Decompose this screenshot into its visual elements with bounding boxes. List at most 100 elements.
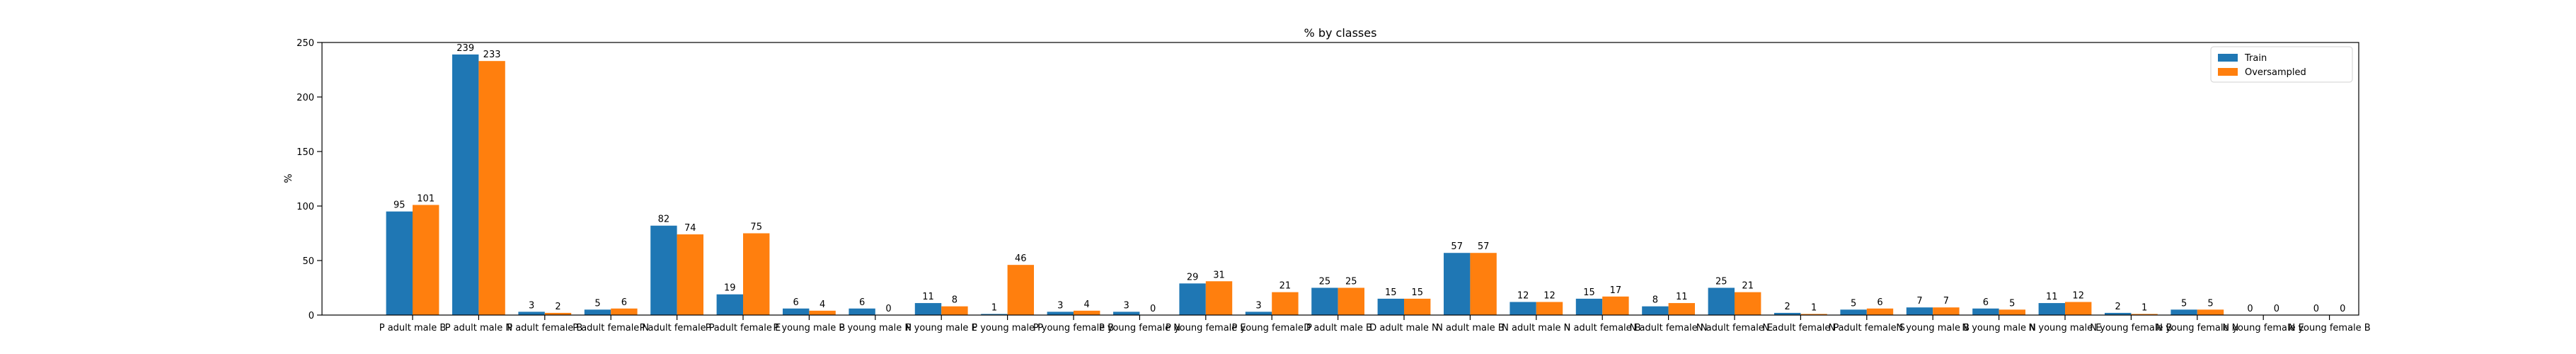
bar-train: [783, 308, 810, 315]
value-label-train: 239: [456, 43, 474, 54]
bar-train: [1510, 302, 1536, 315]
value-label-train: 25: [1715, 277, 1727, 287]
bar-oversampled: [1205, 281, 1233, 315]
bar-oversampled: [1800, 314, 1827, 315]
bar-oversampled: [1007, 265, 1034, 315]
bar-train: [386, 211, 413, 315]
bar-oversampled: [413, 205, 439, 315]
bar-oversampled: [478, 61, 505, 316]
value-label-train: 57: [1451, 241, 1463, 252]
bar-train: [1575, 298, 1603, 315]
legend-swatch: [2218, 68, 2238, 76]
value-label-train: 1: [991, 302, 997, 313]
value-label-train: 3: [529, 300, 534, 311]
bar-train: [1444, 253, 1471, 315]
value-label-oversampled: 0: [2274, 304, 2279, 314]
x-axis: P adult male BP adult male NP adult fema…: [379, 315, 2371, 333]
bar-train: [716, 294, 743, 315]
value-label-train: 5: [1851, 298, 1856, 309]
value-label-train: 8: [1652, 295, 1658, 306]
value-label-oversampled: 8: [952, 295, 958, 306]
value-label-oversampled: 74: [684, 223, 696, 234]
value-label-oversampled: 46: [1015, 253, 1027, 264]
value-label-train: 11: [922, 292, 934, 302]
bar-oversampled: [677, 234, 703, 315]
x-tick-label: N young male E: [2029, 323, 2102, 333]
value-label-train: 29: [1187, 272, 1199, 282]
value-label-train: 2: [1785, 302, 1790, 312]
bar-oversampled: [941, 306, 968, 315]
bar-train: [518, 312, 545, 315]
bar-oversampled: [2197, 309, 2224, 315]
bar-train: [914, 303, 942, 315]
x-tick-label: P young female B: [1033, 323, 1114, 333]
x-tick-label: P adult female B: [507, 323, 582, 333]
value-label-train: 82: [658, 215, 670, 225]
value-label-oversampled: 1: [2141, 302, 2147, 313]
y-tick-label: 0: [309, 311, 314, 321]
value-label-oversampled: 101: [417, 193, 435, 204]
value-label-oversampled: 5: [2207, 298, 2213, 309]
y-tick-label: 200: [297, 93, 314, 103]
bar-train: [1906, 307, 1933, 315]
bar-train: [1774, 312, 1801, 315]
x-tick-label: N adult female P: [1762, 323, 1839, 333]
bar-oversampled: [1272, 292, 1299, 315]
value-label-train: 5: [594, 298, 600, 309]
bar-oversampled: [1866, 308, 1894, 315]
bar-train: [1047, 312, 1074, 315]
bar-train: [1179, 283, 1206, 315]
x-tick-label: P adult female N: [573, 323, 649, 333]
bar-oversampled: [2131, 314, 2158, 315]
bar-oversampled: [1999, 309, 2025, 315]
x-tick-label: P young male N: [839, 323, 912, 333]
chart-title: % by classes: [1304, 26, 1377, 40]
x-tick-label: N adult female S: [1829, 323, 1905, 333]
legend-entry: Train: [2244, 53, 2267, 64]
value-label-train: 3: [1124, 300, 1129, 311]
x-tick-label: P young female E: [1166, 323, 1246, 333]
x-tick-label: D adult male N: [1369, 323, 1439, 333]
bar-train: [1972, 308, 1999, 315]
value-label-oversampled: 11: [1676, 292, 1688, 302]
bar-train: [1311, 287, 1338, 315]
value-label-oversampled: 1: [1811, 302, 1817, 313]
value-label-oversampled: 75: [750, 222, 762, 233]
bar-oversampled: [1668, 303, 1695, 315]
x-tick-label: N adult female B: [1564, 323, 1641, 333]
bar-oversampled: [809, 310, 836, 315]
y-axis: 0 50 100 150 200 250: [297, 38, 322, 321]
value-label-oversampled: 12: [1543, 291, 1556, 302]
y-tick-label: 100: [297, 202, 314, 212]
bar-train: [650, 225, 677, 315]
bar-oversampled: [1404, 298, 1431, 315]
value-label-oversampled: 2: [555, 302, 560, 312]
x-tick-label: N adult female N: [1630, 323, 1708, 333]
bar-oversampled: [2065, 302, 2092, 315]
legend: Train Oversampled: [2210, 46, 2353, 83]
value-label-train: 25: [1319, 277, 1331, 287]
x-tick-label: P adult female E: [706, 323, 781, 333]
value-label-train: 7: [1916, 296, 1922, 307]
value-label-train: 5: [2181, 298, 2187, 309]
value-label-oversampled: 21: [1742, 281, 1754, 292]
value-label-train: 15: [1583, 287, 1595, 298]
value-label-oversampled: 4: [820, 299, 825, 310]
bar-train: [1377, 298, 1404, 315]
bar-train: [2105, 312, 2132, 315]
value-label-oversampled: 21: [1280, 281, 1292, 292]
value-label-oversampled: 57: [1478, 241, 1490, 252]
value-label-oversampled: 0: [2340, 304, 2345, 314]
x-tick-label: N adult male B: [1436, 323, 1504, 333]
x-tick-label: N adult female E: [1696, 323, 1773, 333]
value-label-train: 3: [1255, 300, 1261, 311]
bar-oversampled: [1074, 310, 1100, 315]
x-tick-label: P young male B: [774, 323, 846, 333]
bar-train: [1708, 287, 1735, 315]
x-tick-label: N young female B: [2090, 323, 2172, 333]
value-label-train: 19: [724, 283, 736, 294]
y-tick-label: 50: [302, 256, 314, 267]
value-label-train: 15: [1385, 287, 1397, 298]
legend-box: [2210, 46, 2353, 83]
